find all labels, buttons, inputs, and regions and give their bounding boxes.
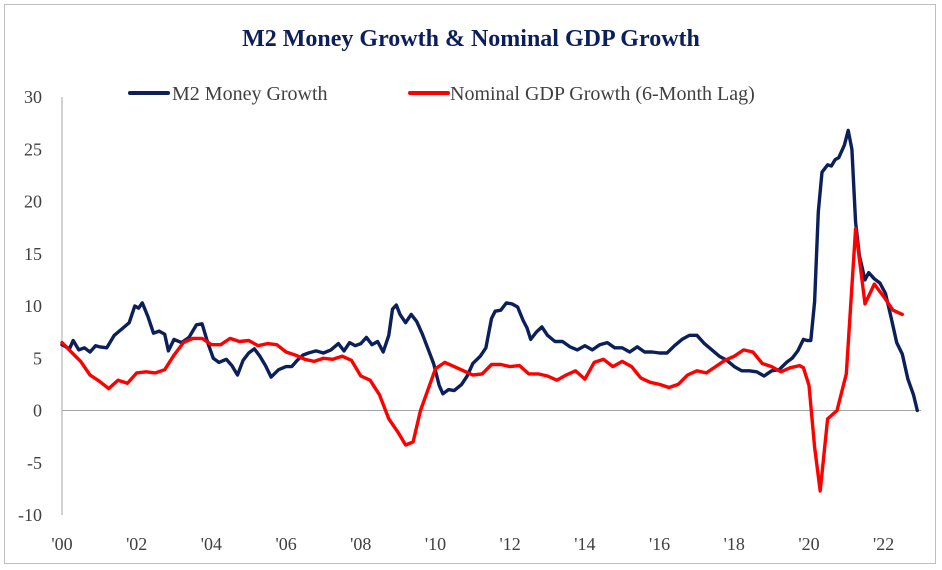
y-tick-label: 30 bbox=[24, 87, 42, 107]
y-tick-label: 10 bbox=[24, 296, 42, 316]
y-tick-label: 25 bbox=[24, 139, 42, 159]
x-tick-label: '02 bbox=[126, 534, 147, 554]
series-line-m2 bbox=[60, 128, 919, 413]
y-tick-label: 20 bbox=[24, 192, 42, 212]
x-tick-label: '16 bbox=[649, 534, 670, 554]
x-tick-label: '22 bbox=[873, 534, 894, 554]
x-tick-label: '20 bbox=[798, 534, 819, 554]
legend-label-m2: M2 Money Growth bbox=[172, 83, 328, 105]
x-tick-label: '00 bbox=[51, 534, 72, 554]
y-tick-label: 15 bbox=[24, 244, 42, 264]
series-line-nominal-gdp bbox=[60, 227, 904, 493]
chart-frame bbox=[4, 4, 936, 564]
y-tick-label: 5 bbox=[33, 348, 42, 368]
legend-label-nominal-gdp: Nominal GDP Growth (6-Month Lag) bbox=[450, 83, 755, 105]
chart-title: M2 Money Growth & Nominal GDP Growth bbox=[242, 26, 700, 52]
x-tick-label: '04 bbox=[201, 534, 222, 554]
x-tick-label: '10 bbox=[425, 534, 446, 554]
x-tick-label: '12 bbox=[500, 534, 521, 554]
y-tick-label: 0 bbox=[33, 401, 42, 421]
y-tick-label: -5 bbox=[27, 453, 42, 473]
x-tick-label: '18 bbox=[724, 534, 745, 554]
y-tick-label: -10 bbox=[18, 505, 42, 525]
x-tick-label: '08 bbox=[350, 534, 371, 554]
x-tick-label: '14 bbox=[574, 534, 595, 554]
x-tick-label: '06 bbox=[275, 534, 296, 554]
